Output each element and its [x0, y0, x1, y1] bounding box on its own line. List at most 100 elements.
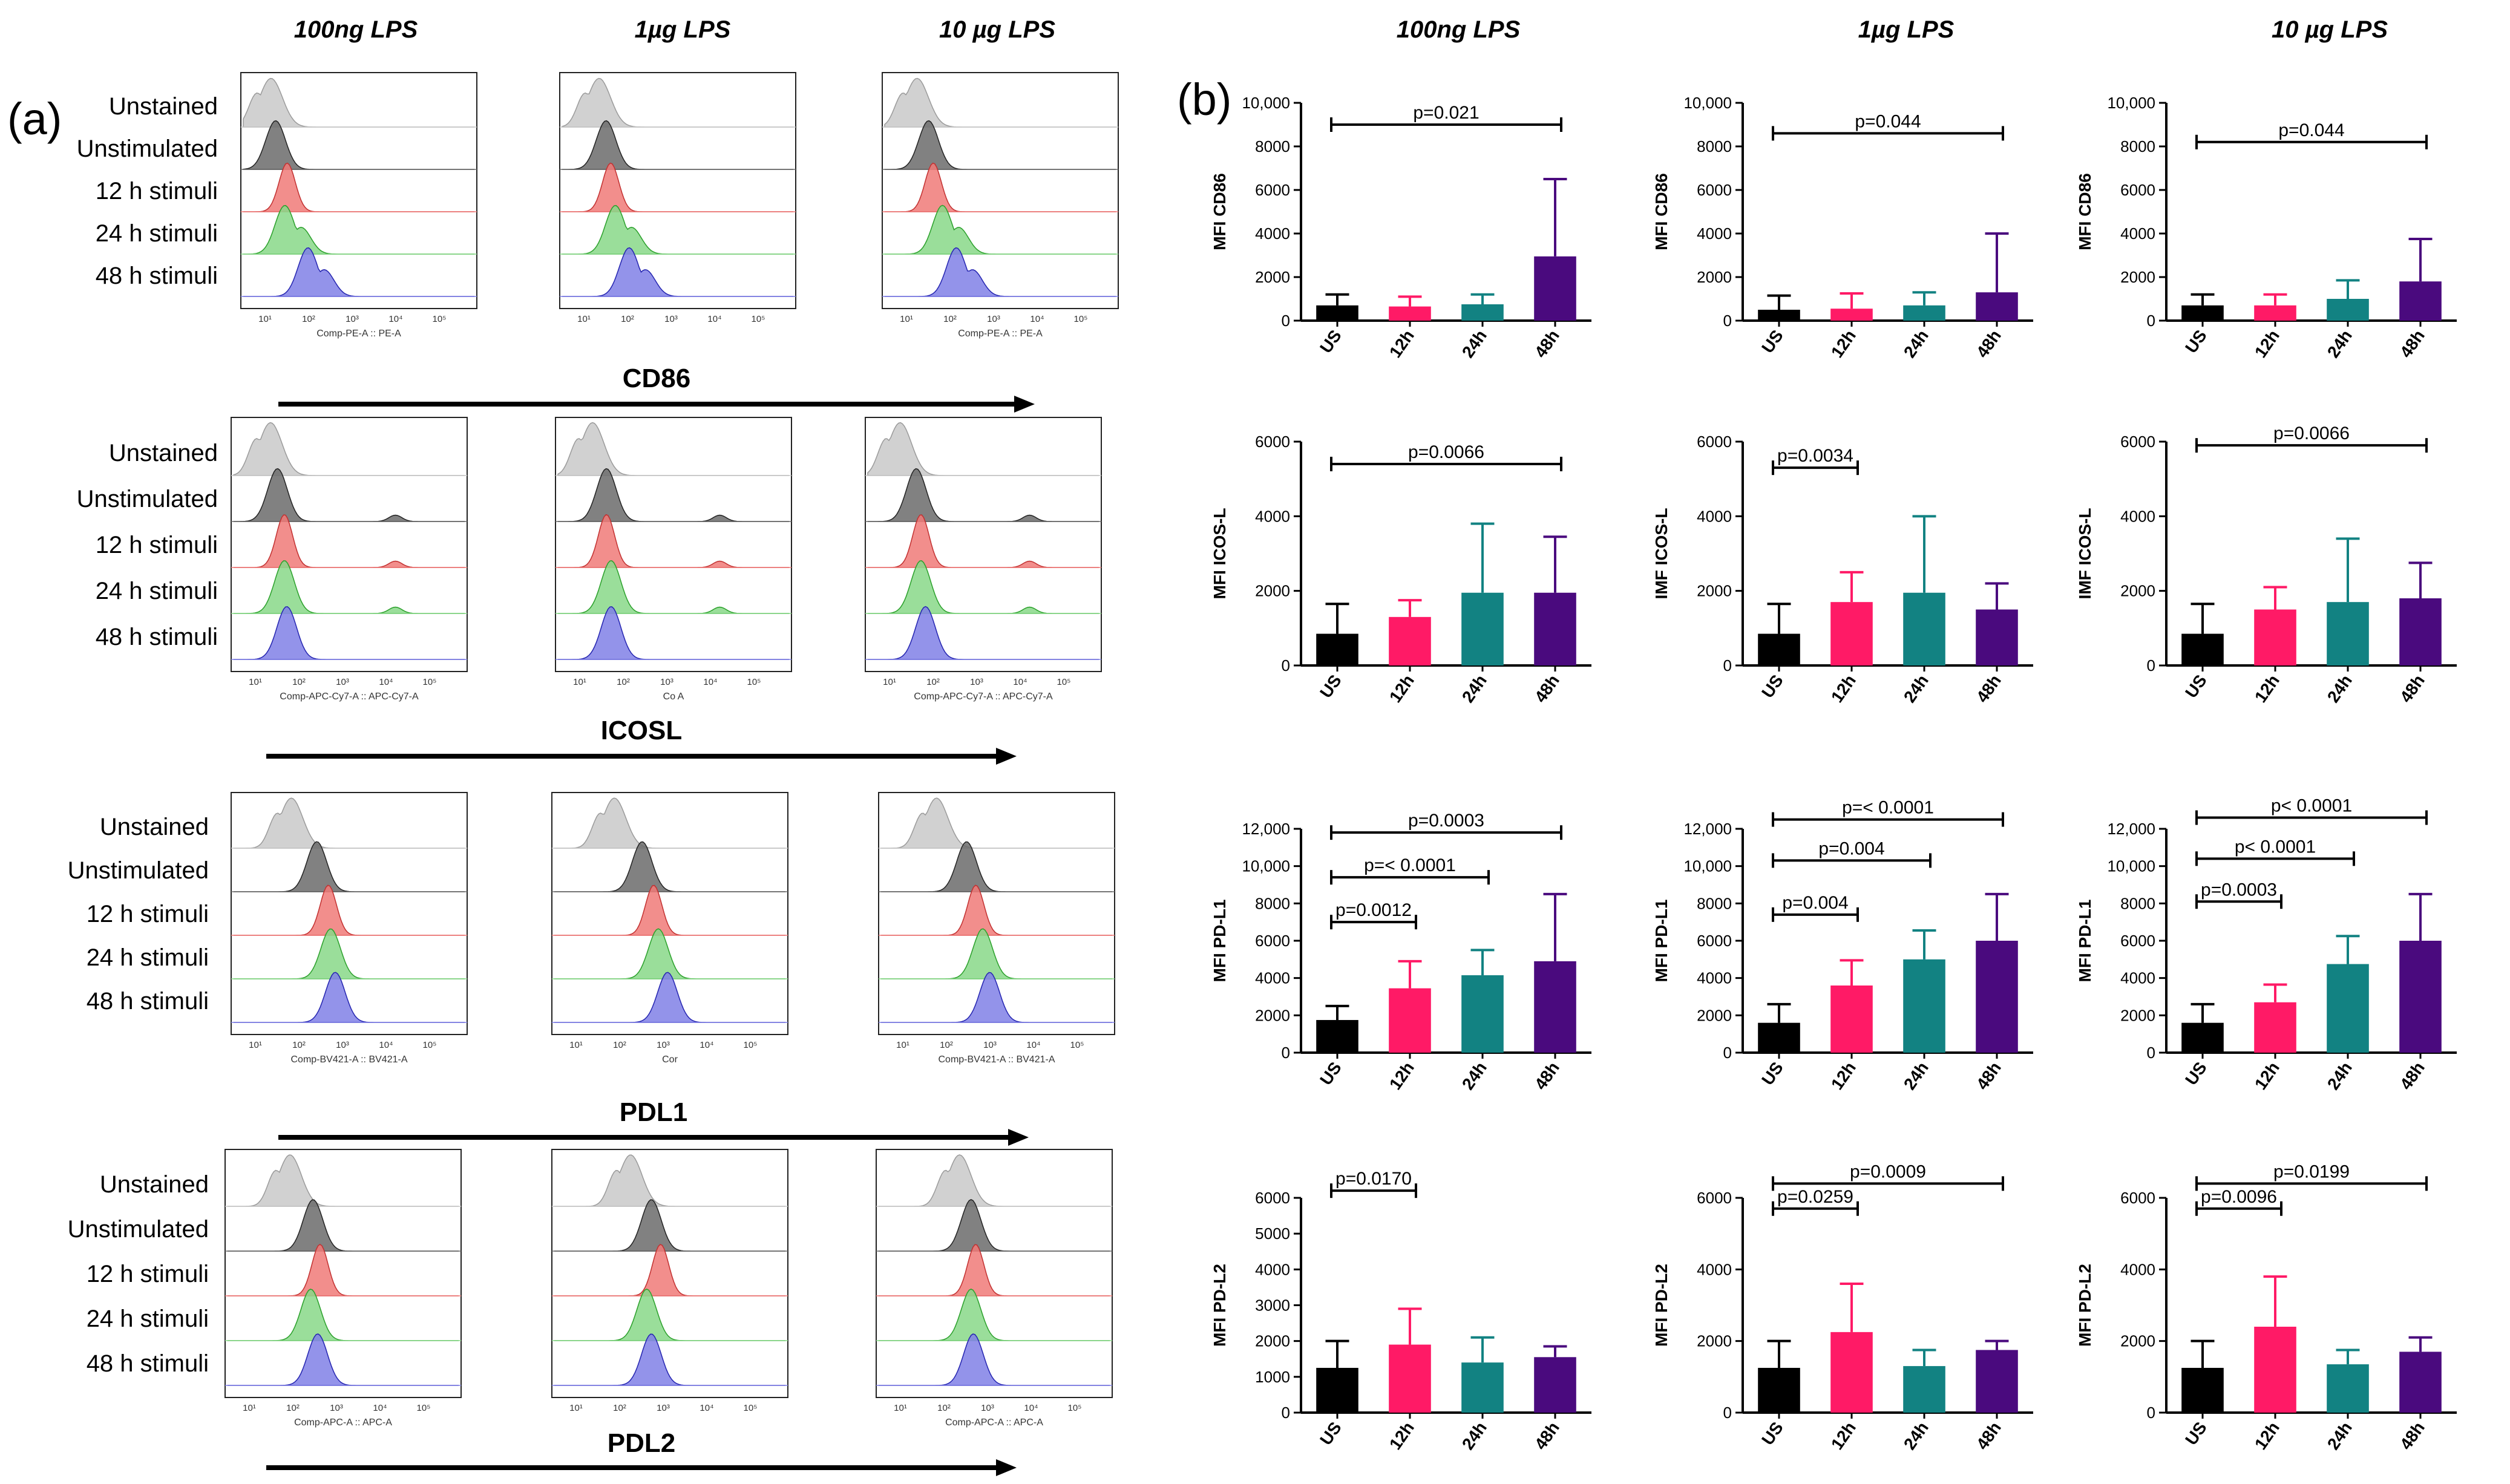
- y-tick-label: 4000: [1255, 1260, 1290, 1278]
- bar-12h: [1389, 1344, 1431, 1413]
- x-tick-label-12h: 12h: [2251, 1419, 2283, 1453]
- hist-tick-label: 10²: [613, 1040, 626, 1050]
- p-value-label: p=0.0012: [1335, 900, 1412, 920]
- x-tick-label-12h: 12h: [1386, 1419, 1418, 1453]
- y-tick-label: 0: [2147, 312, 2155, 330]
- hist-axis-label: Comp-BV421-A :: BV421-A: [291, 1054, 408, 1065]
- bar-12h: [1389, 616, 1431, 665]
- y-tick-label: 0: [2147, 1404, 2155, 1422]
- y-tick-label: 2000: [2120, 1332, 2155, 1350]
- x-tick-label-US: US: [2181, 1059, 2210, 1089]
- x-tick-label-US: US: [2181, 327, 2210, 357]
- y-tick-label: 6000: [1255, 1189, 1290, 1207]
- histogram-frame: [876, 1149, 1113, 1398]
- y-axis-label: MFI PD-L2: [1210, 1264, 1229, 1347]
- p-value-label: p=0.044: [2278, 120, 2344, 140]
- row-label-unstimulated: Unstimulated: [77, 486, 218, 512]
- hist-tick-label: 10⁵: [1070, 1040, 1084, 1050]
- marker-name-icosl: ICOSL: [601, 716, 682, 745]
- hist-tick-label: 10¹: [569, 1403, 583, 1413]
- hist-tick-label: 10²: [937, 1403, 951, 1413]
- y-tick-label: 6000: [1697, 932, 1732, 950]
- y-axis-label: MFI PD-L2: [2076, 1264, 2094, 1347]
- bar-12h: [1830, 309, 1873, 321]
- y-tick-label: 1000: [1255, 1368, 1290, 1386]
- hist-axis-label: Comp-PE-A :: PE-A: [316, 329, 401, 339]
- y-tick-label: 8000: [1255, 137, 1290, 155]
- x-tick-label-12h: 12h: [1386, 327, 1418, 361]
- hist-tick-label: 10³: [657, 1040, 670, 1050]
- y-tick-label: 8000: [2120, 137, 2155, 155]
- histogram-frame: [224, 1149, 462, 1398]
- y-axis-label: MFI PD-L1: [2076, 900, 2094, 982]
- bar-24h: [1903, 592, 1945, 665]
- hist-tick-label: 10¹: [258, 314, 272, 324]
- p-value-label: p=0.0003: [1408, 811, 1484, 831]
- hist-axis-label: Comp-APC-A :: APC-A: [294, 1417, 392, 1428]
- bar-24h: [1903, 305, 1945, 321]
- hist-axis-label: Cor: [662, 1054, 678, 1065]
- p-value-label: p=0.044: [1855, 111, 1921, 131]
- x-tick-label-24h: 24h: [2324, 1059, 2356, 1093]
- bar-48h: [1534, 256, 1576, 321]
- y-axis-label: IMF ICOS-L: [2076, 508, 2094, 600]
- hist-tick-label: 10⁵: [423, 1040, 437, 1050]
- bar-chart-pdl2-100ng: 0 1000 2000 3000 4000 5000 6000 MFI PD-L2 US 12h 2…: [1210, 1169, 1591, 1453]
- marker-name-pdl2: PDL2: [608, 1428, 675, 1458]
- row-label-12-h-stimuli: 12 h stimuli: [87, 1261, 209, 1287]
- bar-col-header-1ug: 1µg LPS: [1858, 16, 1955, 43]
- histogram-frame: [231, 792, 468, 1035]
- row-label-unstained: Unstained: [109, 93, 218, 120]
- row-label-12-h-stimuli: 12 h stimuli: [96, 532, 218, 558]
- hist-tick-label: 10¹: [883, 677, 896, 687]
- hist-tick-label: 10¹: [577, 314, 591, 324]
- y-axis-label: IMF ICOS-L: [1652, 508, 1671, 600]
- y-tick-label: 4000: [1697, 507, 1732, 525]
- y-tick-label: 4000: [1697, 969, 1732, 987]
- x-tick-label-24h: 24h: [1458, 1059, 1490, 1093]
- y-tick-label: 10,000: [2107, 94, 2155, 112]
- histogram-panels: Unstained Unstimulated 12 h stimuli 24 h st…: [68, 72, 1119, 1476]
- p-value-label: p=0.004: [1818, 838, 1884, 858]
- p-value-label: p=0.0034: [1777, 446, 1853, 466]
- x-tick-label-US: US: [2181, 672, 2210, 702]
- y-tick-label: 10,000: [1683, 94, 1732, 112]
- y-tick-label: 6000: [2120, 433, 2155, 451]
- x-tick-label-48h: 48h: [1973, 1059, 2005, 1093]
- y-tick-label: 10,000: [1242, 94, 1290, 112]
- y-tick-label: 10,000: [2107, 857, 2155, 875]
- bar-48h: [1534, 1357, 1576, 1413]
- bar-48h: [1976, 941, 2018, 1053]
- bar-48h: [2399, 941, 2442, 1053]
- marker-arrow-head: [1008, 1129, 1029, 1146]
- y-tick-label: 8000: [1255, 894, 1290, 912]
- hist-axis-label: Comp-PE-A :: PE-A: [958, 329, 1043, 339]
- hist-tick-label: 10²: [292, 1040, 306, 1050]
- x-tick-label-US: US: [1316, 1419, 1345, 1449]
- y-tick-label: 0: [1282, 312, 1290, 330]
- y-tick-label: 10,000: [1683, 857, 1732, 875]
- p-value-label: p=0.0066: [2273, 423, 2350, 443]
- hist-tick-label: 10⁴: [707, 314, 721, 324]
- x-tick-label-US: US: [1758, 1059, 1787, 1089]
- bar-48h: [1976, 292, 2018, 321]
- y-tick-label: 10,000: [1242, 857, 1290, 875]
- y-tick-label: 8000: [1697, 137, 1732, 155]
- x-tick-label-24h: 24h: [2324, 327, 2356, 361]
- y-tick-label: 6000: [1255, 932, 1290, 950]
- x-tick-label-12h: 12h: [1386, 1059, 1418, 1093]
- y-tick-label: 4000: [1255, 507, 1290, 525]
- hist-tick-label: 10²: [302, 314, 315, 324]
- bar-48h: [2399, 1352, 2442, 1413]
- hist-tick-label: 10³: [664, 314, 678, 324]
- y-tick-label: 12,000: [2107, 820, 2155, 838]
- x-tick-label-US: US: [1758, 1419, 1787, 1449]
- y-tick-label: 0: [1282, 1404, 1290, 1422]
- x-tick-label-48h: 48h: [2396, 1059, 2428, 1093]
- hist-tick-label: 10³: [330, 1403, 343, 1413]
- histogram-panel-pdl1-1: 10¹ 10² 10³ 10⁴ 10⁵ Cor: [551, 792, 788, 1065]
- marker-name-pdl1: PDL1: [620, 1097, 687, 1127]
